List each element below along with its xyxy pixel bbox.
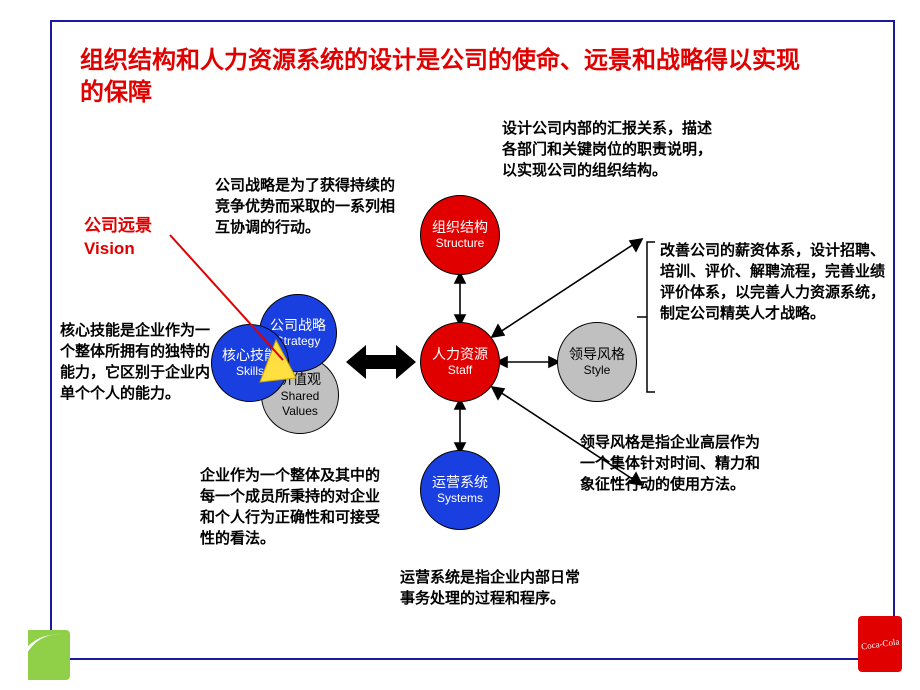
strategy-desc: 公司战略是为了获得持续的竞争优势而采取的一系列相互协调的行动。 bbox=[215, 175, 395, 238]
skills-desc: 核心技能是企业作为一个整体所拥有的独特的能力，它区别于企业内单个个人的能力。 bbox=[60, 320, 210, 404]
systems-cn: 运营系统 bbox=[432, 474, 488, 492]
systems-desc: 运营系统是指企业内部日常事务处理的过程和程序。 bbox=[400, 567, 580, 609]
strategy-cn: 公司战略 bbox=[270, 317, 326, 335]
skills-cn: 核心技能 bbox=[222, 347, 278, 365]
staff-en: Staff bbox=[448, 363, 472, 378]
structure-desc: 设计公司内部的汇报关系，描述各部门和关键岗位的职责说明，以实现公司的组织结构。 bbox=[502, 118, 722, 181]
coca-cola-icon: Coca-Cola bbox=[858, 616, 902, 672]
style-circle: 领导风格 Style bbox=[557, 322, 637, 402]
shared-desc: 企业作为一个整体及其中的每一个成员所秉持的对企业和个人行为正确性和可接受性的看法… bbox=[200, 465, 385, 549]
skills-circle: 核心技能 Skills bbox=[211, 324, 289, 402]
staff-desc: 改善公司的薪资体系，设计招聘、培训、评价、解聘流程，完善业绩评价体系，以完善人力… bbox=[660, 240, 885, 324]
style-desc: 领导风格是指企业高层作为一个集体针对时间、精力和象征性行动的使用方法。 bbox=[580, 432, 760, 495]
style-en: Style bbox=[584, 363, 611, 378]
structure-cn: 组织结构 bbox=[432, 219, 488, 237]
staff-circle: 人力资源 Staff bbox=[420, 322, 500, 402]
left-logo-icon bbox=[10, 630, 70, 680]
vision-label: 公司远景 Vision bbox=[84, 215, 152, 261]
structure-en: Structure bbox=[436, 236, 485, 251]
skills-en: Skills bbox=[236, 364, 264, 379]
style-cn: 领导风格 bbox=[569, 346, 625, 364]
slide-title: 组织结构和人力资源系统的设计是公司的使命、远景和战略得以实现的保障 bbox=[80, 45, 820, 110]
structure-circle: 组织结构 Structure bbox=[420, 195, 500, 275]
shared-en: Shared Values bbox=[281, 389, 320, 419]
vision-label-text: 公司远景 Vision bbox=[84, 216, 152, 258]
systems-circle: 运营系统 Systems bbox=[420, 450, 500, 530]
staff-cn: 人力资源 bbox=[432, 346, 488, 364]
systems-en: Systems bbox=[437, 491, 483, 506]
